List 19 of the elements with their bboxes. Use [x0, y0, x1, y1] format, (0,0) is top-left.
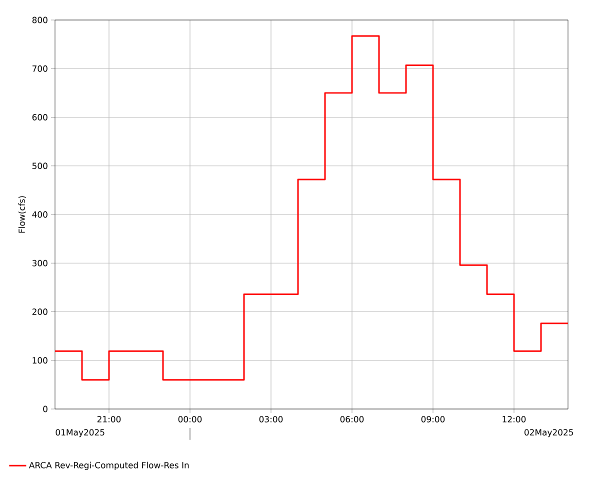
- text: 02May2025: [524, 429, 574, 438]
- y-tick-label: 800: [32, 16, 48, 24]
- x-tick-label: 00:00: [178, 416, 202, 422]
- y-tick-label: 500: [32, 162, 48, 170]
- text: 01May2025: [56, 429, 104, 438]
- x-tick-label: 21:00: [97, 416, 121, 422]
- y-tick-label: 600: [32, 114, 48, 120]
- y-axis-title: Flow(cfs): [18, 196, 26, 233]
- x-tick-label: 09:00: [421, 416, 445, 422]
- x-tick-label: 06:00: [340, 416, 364, 422]
- y-tick-label: 300: [32, 260, 48, 266]
- x-tick-label: 03:00: [259, 416, 283, 422]
- y-tick-label: 700: [32, 65, 48, 72]
- y-tick-label: 0: [43, 406, 48, 412]
- y-tick-label: 200: [32, 308, 48, 315]
- legend-label: ARCA Rev-Regi-Computed Flow-Res In: [28, 462, 189, 470]
- x-tick-label: 12:00: [502, 416, 526, 422]
- y-tick-label: 100: [32, 357, 48, 364]
- y-tick-label: 400: [32, 211, 48, 218]
